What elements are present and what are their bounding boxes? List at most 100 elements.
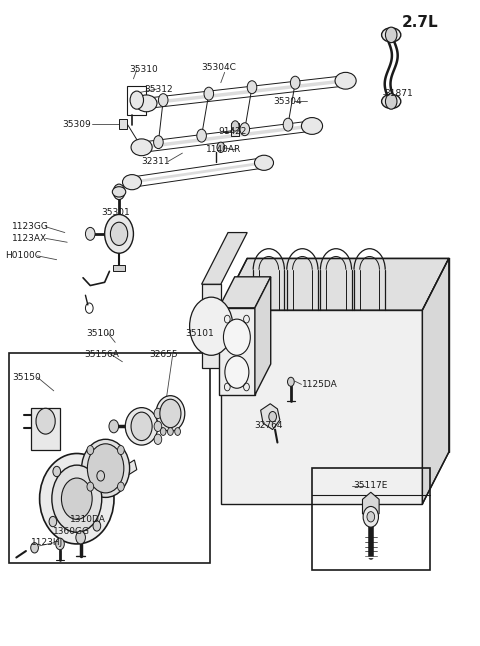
Circle shape [154,136,163,149]
Circle shape [160,428,166,435]
Circle shape [160,399,181,428]
Text: 91422: 91422 [218,127,247,136]
Ellipse shape [335,72,356,89]
Circle shape [290,76,300,89]
Text: 1310DA: 1310DA [70,515,106,524]
Text: 35156A: 35156A [84,349,119,359]
Text: 1125DA: 1125DA [302,380,338,389]
Text: 31871: 31871 [384,89,413,98]
Bar [113,265,125,271]
Polygon shape [221,310,422,504]
Circle shape [367,512,374,522]
Ellipse shape [122,174,142,190]
Circle shape [231,121,239,131]
Circle shape [168,428,173,435]
Circle shape [158,94,168,107]
Circle shape [76,531,85,544]
Circle shape [56,538,64,550]
Polygon shape [114,460,137,483]
Text: 32764: 32764 [254,421,283,430]
Circle shape [87,482,94,491]
Text: 1140AR: 1140AR [206,145,241,154]
Ellipse shape [112,187,126,197]
Circle shape [197,129,206,142]
Text: 1123HJ: 1123HJ [31,538,63,547]
Circle shape [36,408,55,434]
Text: 32655: 32655 [149,349,178,359]
Circle shape [87,446,94,455]
Circle shape [154,408,162,419]
Polygon shape [202,233,247,284]
Polygon shape [221,258,449,310]
Bar [127,86,146,115]
Text: 35100: 35100 [86,329,115,338]
Circle shape [118,482,124,491]
Circle shape [97,471,105,481]
Text: 35150: 35150 [12,373,41,382]
Circle shape [49,516,57,526]
Circle shape [87,444,124,493]
Circle shape [385,27,397,43]
Circle shape [385,94,397,109]
Circle shape [247,81,257,94]
Ellipse shape [39,453,114,544]
Text: 35301: 35301 [101,208,130,217]
Text: 2.7L: 2.7L [402,15,438,30]
Text: 1123AX: 1123AX [12,234,47,243]
Ellipse shape [131,139,152,156]
Bar [231,123,239,136]
Circle shape [110,222,128,245]
Ellipse shape [156,395,185,432]
Circle shape [204,87,214,100]
Circle shape [31,543,38,553]
Text: 1360GG: 1360GG [53,526,90,536]
Text: 32311: 32311 [142,157,170,166]
Bar [119,119,127,129]
Text: 1123GG: 1123GG [12,222,49,231]
Circle shape [61,478,92,519]
Polygon shape [261,404,280,430]
Circle shape [269,412,276,422]
Polygon shape [219,276,271,307]
Circle shape [85,227,95,240]
Circle shape [53,466,60,477]
Circle shape [217,142,225,152]
Circle shape [131,412,152,441]
Text: 35117E: 35117E [353,481,387,490]
Text: H0100C: H0100C [5,251,41,260]
Ellipse shape [125,408,158,445]
Circle shape [190,297,233,355]
Circle shape [109,420,119,433]
Circle shape [154,421,162,432]
Circle shape [130,91,144,109]
Polygon shape [202,284,221,368]
Polygon shape [422,258,449,504]
Circle shape [283,118,293,131]
Circle shape [118,446,124,455]
Text: 35304C: 35304C [202,63,237,72]
Circle shape [113,184,125,200]
Bar [312,468,430,570]
Ellipse shape [301,118,323,134]
Circle shape [225,356,249,388]
Circle shape [288,377,294,386]
Circle shape [175,428,180,435]
Ellipse shape [382,28,401,42]
Circle shape [363,506,378,527]
Bar [9,353,210,563]
Ellipse shape [382,94,401,109]
Text: 35101: 35101 [185,329,214,338]
Polygon shape [219,307,255,395]
Text: 35310: 35310 [130,65,158,74]
Bar [31,408,60,450]
Circle shape [52,465,102,532]
Polygon shape [362,492,379,521]
Polygon shape [255,276,271,395]
Circle shape [154,434,162,444]
Ellipse shape [136,95,157,112]
Text: 35304: 35304 [274,97,302,106]
Ellipse shape [254,155,274,171]
Circle shape [240,123,250,136]
Circle shape [105,214,133,253]
Ellipse shape [82,439,130,497]
